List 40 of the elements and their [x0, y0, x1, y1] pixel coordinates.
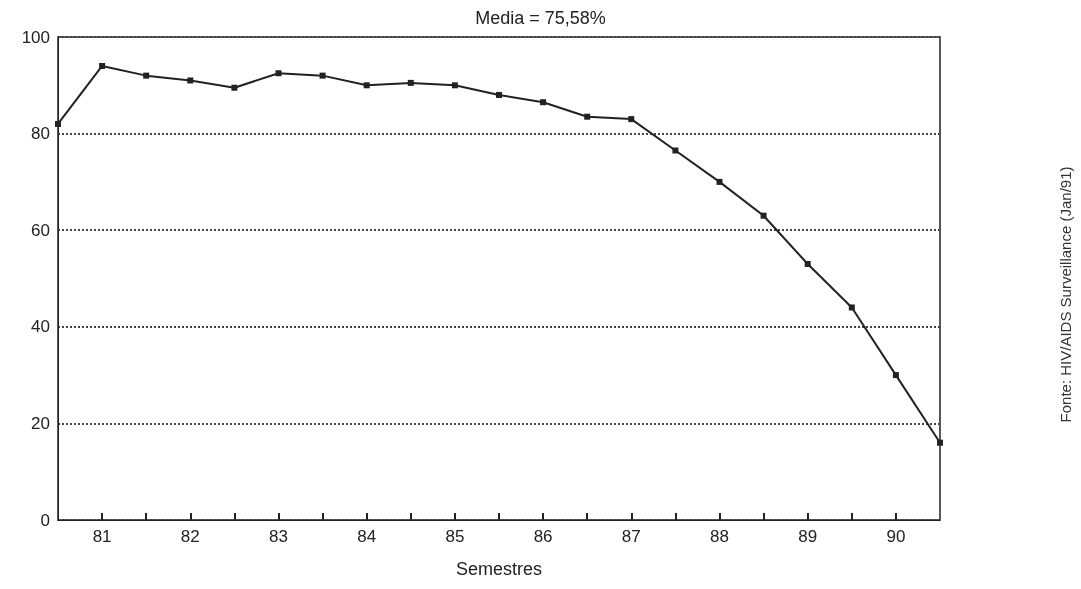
x-tick-label: 85	[445, 527, 465, 546]
point	[99, 62, 106, 69]
point	[319, 72, 326, 79]
y-tick-label: 100	[21, 27, 50, 47]
x-tick-label: 86	[533, 527, 553, 546]
x-tick-label: 84	[357, 527, 377, 546]
chart-title: Media = 75,58%	[475, 8, 606, 28]
y-tick-label: 80	[31, 124, 50, 144]
point	[672, 147, 679, 154]
x-tick-label: 82	[180, 527, 200, 546]
point	[804, 261, 811, 268]
point	[363, 82, 370, 89]
point	[892, 372, 899, 379]
y-tick-label: 20	[31, 413, 50, 433]
point	[143, 72, 150, 79]
x-tick-label: 83	[269, 527, 288, 546]
point	[584, 113, 591, 120]
x-tick-label: 89	[798, 527, 818, 546]
x-tick-label: 87	[621, 527, 641, 546]
point	[848, 304, 855, 311]
point	[275, 70, 282, 77]
point	[451, 82, 458, 89]
point	[628, 116, 635, 123]
point	[716, 178, 723, 185]
point	[187, 77, 194, 84]
point	[540, 99, 547, 106]
x-tick-label: 90	[886, 527, 906, 546]
x-tick-label: 88	[710, 527, 729, 546]
point	[231, 84, 238, 91]
y-tick-label: 40	[31, 317, 50, 337]
point	[937, 439, 943, 446]
source-note: Fonte: HIV/AIDS Surveillance (Jan/91)	[1057, 166, 1074, 423]
point	[760, 212, 767, 219]
point	[407, 79, 414, 86]
x-axis-title: Semestres	[455, 559, 543, 579]
y-tick-label: 60	[31, 220, 50, 240]
point	[496, 91, 502, 98]
x-tick-label: 81	[92, 527, 112, 546]
point	[55, 120, 61, 127]
y-tick-label: 0	[40, 510, 50, 530]
